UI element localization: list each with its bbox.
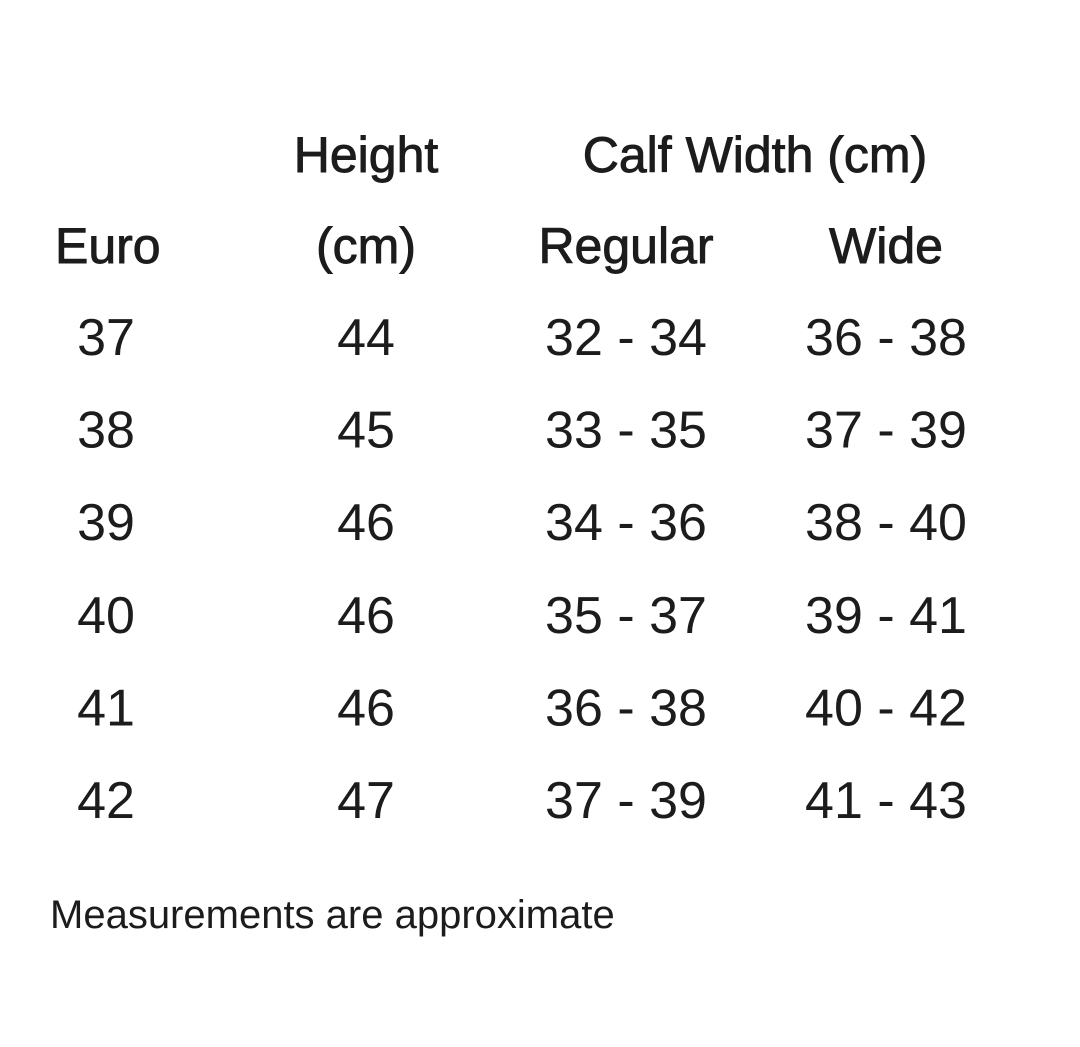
- table-cell: 46: [337, 587, 395, 645]
- table-cell: 39 - 41: [805, 587, 967, 645]
- table-cell: 38: [77, 402, 135, 460]
- header-height-unit: (cm): [316, 218, 416, 274]
- table-cell: 39: [77, 494, 135, 552]
- table-cell: 41 - 43: [805, 772, 967, 830]
- table-cell: 34 - 36: [545, 494, 707, 552]
- table-cell: 41: [77, 679, 135, 737]
- header-wide: Wide: [829, 218, 943, 274]
- table-cell: 44: [337, 309, 395, 367]
- header-height: Height: [294, 127, 439, 183]
- table-cell: 38 - 40: [805, 494, 967, 552]
- header-calf-width: Calf Width (cm): [583, 127, 927, 183]
- table-cell: 37: [77, 309, 135, 367]
- table-cell: 46: [337, 679, 395, 737]
- table-cell: 40: [77, 587, 135, 645]
- table-cell: 42: [77, 772, 135, 830]
- header-euro: Euro: [55, 218, 161, 274]
- header-regular: Regular: [538, 218, 713, 274]
- table-cell: 40 - 42: [805, 679, 967, 737]
- table-cell: 46: [337, 494, 395, 552]
- table-cell: 36 - 38: [545, 679, 707, 737]
- table-cell: 32 - 34: [545, 309, 707, 367]
- table-cell: 33 - 35: [545, 402, 707, 460]
- table-cell: 45: [337, 402, 395, 460]
- table-body: 37 44 32 - 34 36 - 38 38 45 33 - 35 37 - 39 39 46…: [77, 309, 967, 830]
- table-cell: 37 - 39: [545, 772, 707, 830]
- footnote: Measurements are approximate: [50, 893, 615, 937]
- table-cell: 36 - 38: [805, 309, 967, 367]
- table-cell: 35 - 37: [545, 587, 707, 645]
- table-cell: 37 - 39: [805, 402, 967, 460]
- table-cell: 47: [337, 772, 395, 830]
